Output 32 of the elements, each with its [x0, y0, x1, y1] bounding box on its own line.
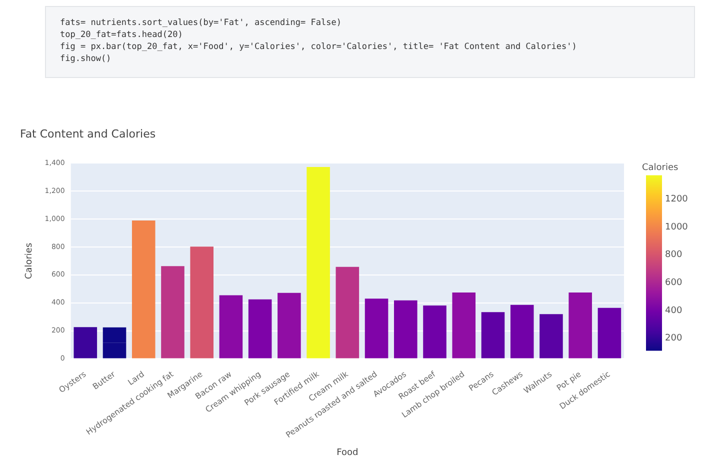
- text: fats= nutrients.sort_values(by='Fat', ascending= False): [60, 17, 342, 29]
- color-bar-label: 600: [665, 278, 682, 288]
- bar: [278, 292, 301, 358]
- y-axis-title: Calories: [24, 242, 35, 280]
- bar: [423, 306, 446, 358]
- bar: [132, 220, 156, 358]
- bar: [336, 266, 360, 358]
- bar: [452, 292, 476, 358]
- bar: [248, 299, 272, 358]
- x-axis-title: Food: [336, 448, 358, 458]
- color-bar-label: 400: [665, 306, 682, 316]
- bar: [394, 300, 418, 358]
- bar: [598, 308, 622, 358]
- bar: [219, 295, 243, 358]
- color-bar-label: 800: [665, 250, 682, 260]
- bar: [510, 304, 534, 358]
- chart-title: Fat Content and Calories: [20, 127, 156, 140]
- color-bar-label: 1000: [665, 222, 688, 232]
- bar: [481, 312, 505, 358]
- text: fig = px.bar(top_20_fat, x='Food', y='Calories', color='Calories', title= 'Fat Content and Calories'): [60, 41, 578, 53]
- color-bar-label: 200: [665, 334, 682, 344]
- bar: [190, 246, 214, 358]
- color-bar-title: Calories: [642, 163, 679, 174]
- text: fig.show(): [60, 53, 112, 65]
- bar: [161, 266, 184, 358]
- bar: [74, 327, 98, 358]
- bar: [306, 166, 330, 358]
- bar: [364, 298, 388, 358]
- bar: [540, 314, 563, 358]
- bar: [568, 292, 592, 358]
- color-bar-label: 1200: [665, 194, 688, 205]
- text: top_20_fat=fats.head(20): [60, 29, 184, 41]
